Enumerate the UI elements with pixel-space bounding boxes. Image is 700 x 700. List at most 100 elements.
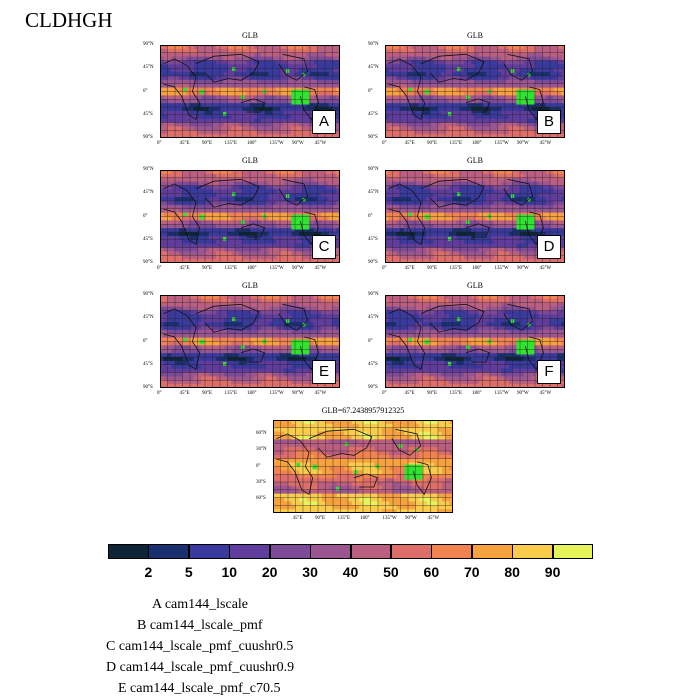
map-cell [400,91,405,96]
map-cell [520,232,525,237]
map-cell [501,212,506,217]
map-cell [295,110,300,116]
map-cell [463,251,468,256]
map-cell [392,259,397,263]
map-cell [306,83,311,89]
map-cell [283,173,288,179]
map-cell [250,45,255,50]
map-cell [328,99,333,104]
map-cell [332,212,337,217]
map-cell [231,197,236,202]
map-cell [163,247,168,252]
map-cell [392,110,397,116]
map-cell [242,122,247,127]
map-cell [163,52,168,58]
map-cell [287,118,292,123]
map-cell [460,87,465,92]
map-cell [493,95,498,100]
map-cell [445,224,450,229]
map-cell [268,76,273,81]
map-cell [321,91,326,96]
map-cell [265,224,270,229]
map-cell [430,79,435,85]
map-cell [227,220,232,225]
map-cell [272,122,277,127]
map-cell [475,83,480,89]
map-cell [220,60,225,65]
map-cell [508,185,513,190]
map-cell [235,220,240,225]
map-cell [542,87,547,92]
map-cell [272,201,277,206]
map-cell [283,247,288,252]
map-cell [325,204,330,210]
map-cell [208,122,213,127]
map-cell [178,302,183,308]
map-cell [448,103,453,108]
lon-tick-label: 45°W [314,141,327,146]
map-cell [272,298,277,304]
map-cell [478,103,483,108]
map-cell [182,255,187,260]
map-cell [280,68,285,73]
map-cell [497,76,502,81]
map-cell [452,103,457,108]
map-cell [407,177,412,183]
map-cell [422,122,427,127]
map-cell [418,228,423,233]
map-cell [295,235,300,241]
map-cell [475,114,480,120]
map-cell [313,56,318,61]
map-cell [238,83,243,89]
map-cell [261,56,266,61]
map-cell [486,185,491,190]
map-cell [332,208,337,214]
map-cell [190,122,195,127]
map-cell [418,216,423,221]
map-cell [482,243,487,248]
map-cell [520,126,525,131]
map-cell [520,79,525,85]
map-cell [392,197,397,202]
map-cell [426,95,431,100]
map-cell [493,91,498,96]
map-cell [257,56,262,61]
map-cell [175,201,180,206]
map-cell [385,52,390,58]
map-cell [535,220,540,225]
map-cell [268,224,273,229]
map-cell [523,255,528,260]
map-cell [197,239,202,245]
map-cell [388,76,393,81]
map-cell [295,295,300,300]
map-cell [257,45,262,50]
map-cell [493,247,498,252]
map-cell [250,103,255,108]
map-cell [182,204,187,210]
map-cell [197,228,202,233]
map-cell [212,228,217,233]
map-cell [201,247,206,252]
map-cell [422,208,427,214]
map-cell [448,68,453,73]
map-cell [321,60,326,65]
map-cell [433,126,438,131]
map-cell [253,185,258,190]
map-cell [201,243,206,248]
map-cell [205,64,210,69]
map-cell [520,251,525,256]
map-cell [306,103,311,108]
map-cell [261,173,266,179]
map-cell [317,193,322,198]
map-cell [516,235,521,241]
map-cell [313,181,318,186]
map-cell [253,201,258,206]
lon-tick-label: 135°W [494,266,509,271]
map-cell [257,107,262,112]
map-cell [261,232,266,237]
map-cell [253,48,258,54]
map-cell [486,56,491,61]
map-cell [520,193,525,198]
map-cell [433,181,438,186]
map-cell [302,114,307,120]
